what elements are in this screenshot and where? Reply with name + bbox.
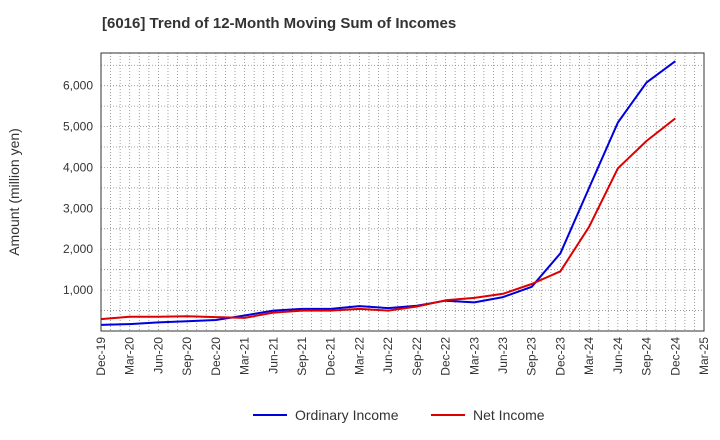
x-tick-label: Mar-23 — [467, 337, 481, 375]
x-tick-label: Sep-24 — [640, 337, 654, 376]
legend-label: Net Income — [473, 407, 545, 423]
x-tick-label: Jun-24 — [611, 337, 625, 374]
x-tick-label: Mar-21 — [238, 337, 252, 375]
y-tick-labels: 1,000 2,000 3,000 4,000 5,000 6,000 — [63, 79, 93, 297]
y-tick-label: 5,000 — [63, 120, 93, 134]
y-tick-label: 3,000 — [63, 201, 93, 215]
y-axis-title: Amount (million yen) — [6, 128, 22, 256]
series-layer — [100, 60, 676, 326]
x-tick-label: Sep-23 — [525, 337, 539, 376]
x-tick-label: Sep-22 — [410, 337, 424, 376]
x-tick-label: Dec-21 — [324, 337, 338, 376]
x-tick-label: Jun-20 — [151, 337, 165, 374]
x-tick-label: Mar-22 — [352, 337, 366, 375]
chart-title: [6016] Trend of 12-Month Moving Sum of I… — [102, 15, 457, 32]
x-tick-label: Dec-19 — [94, 337, 108, 376]
y-tick-label: 6,000 — [63, 79, 93, 93]
y-tick-label: 1,000 — [63, 283, 93, 297]
x-tick-label: Jun-22 — [381, 337, 395, 374]
y-tick-label: 4,000 — [63, 160, 93, 174]
x-tick-label: Dec-24 — [668, 337, 682, 376]
x-tick-labels: Dec-19 Mar-20 Jun-20 Sep-20 Dec-20 Mar-21 Jun-… — [94, 337, 711, 376]
x-tick-label: Jun-21 — [266, 337, 280, 374]
y-tick-label: 2,000 — [63, 242, 93, 256]
x-tick-label: Mar-24 — [582, 337, 596, 375]
x-tick-label: Mar-25 — [697, 337, 711, 375]
x-tick-label: Dec-23 — [553, 337, 567, 376]
legend: Ordinary Income Net Income — [253, 407, 545, 423]
x-tick-label: Mar-20 — [123, 337, 137, 375]
x-tick-label: Sep-21 — [295, 337, 309, 376]
legend-label: Ordinary Income — [295, 407, 399, 423]
grid — [101, 53, 704, 331]
series-line — [100, 60, 676, 326]
x-tick-label: Dec-20 — [209, 337, 223, 376]
plot-frame — [100, 52, 705, 332]
x-tick-label: Dec-22 — [439, 337, 453, 376]
x-tick-label: Sep-20 — [180, 337, 194, 376]
plot-area — [101, 53, 704, 331]
series-line — [100, 117, 676, 321]
x-tick-label: Jun-23 — [496, 337, 510, 374]
